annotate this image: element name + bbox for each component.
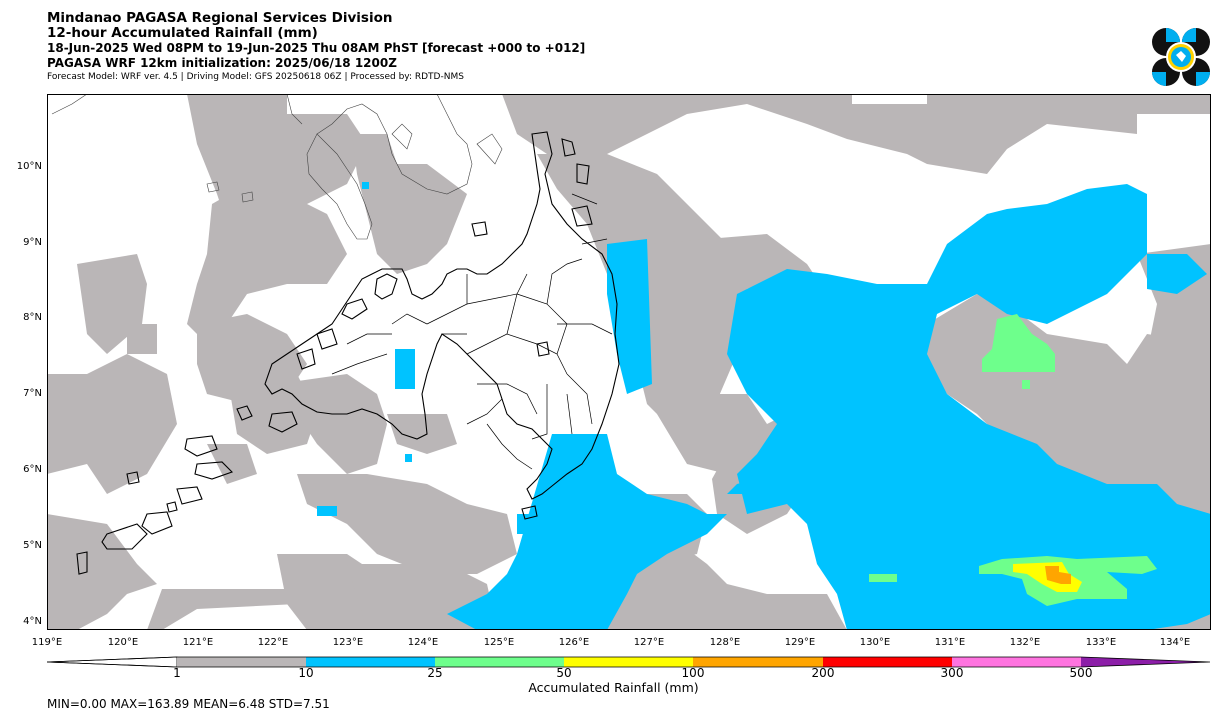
colorbar-swatch-25-50 — [435, 657, 564, 667]
lon-label-123e: 123°E — [332, 637, 364, 648]
colorbar-tick-25: 25 — [427, 666, 443, 680]
map-header: Mindanao PAGASA Regional Services Divisi… — [47, 11, 585, 83]
rainfall-colorbar — [47, 656, 1211, 668]
colorbar-title: Accumulated Rainfall (mm) — [528, 680, 699, 695]
lon-label-125e: 125°E — [483, 637, 515, 648]
valid-period: 18-Jun-2025 Wed 08PM to 19-Jun-2025 Thu … — [47, 41, 586, 55]
lon-label-126e: 126°E — [558, 637, 590, 648]
lat-label-5n: 5°N — [23, 540, 42, 551]
lon-label-130e: 130°E — [859, 637, 891, 648]
colorbar-high-extension — [1081, 657, 1210, 667]
lon-label-120e: 120°E — [107, 637, 139, 648]
colorbar-tick-500: 500 — [1069, 666, 1093, 680]
rainfall-map — [47, 94, 1211, 630]
pagasa-logo-icon — [1152, 28, 1210, 86]
rain-100-200mm-area — [1045, 566, 1071, 584]
lon-label-121e: 121°E — [182, 637, 214, 648]
lon-label-124e: 124°E — [407, 637, 439, 648]
colorbar-swatch-10-25 — [306, 657, 435, 667]
agency-title: Mindanao PAGASA Regional Services Divisi… — [47, 10, 393, 26]
colorbar-tick-100: 100 — [681, 666, 705, 680]
product-title: 12-hour Accumulated Rainfall (mm) — [47, 25, 318, 41]
colorbar-tick-50: 50 — [556, 666, 572, 680]
lat-label-8n: 8°N — [23, 312, 42, 323]
lat-label-10n: 10°N — [16, 161, 42, 172]
lon-label-129e: 129°E — [784, 637, 816, 648]
lat-label-6n: 6°N — [23, 464, 42, 475]
lat-label-4n: 4°N — [23, 616, 42, 627]
lat-label-9n: 9°N — [23, 237, 42, 248]
colorbar-tick-10: 10 — [298, 666, 314, 680]
initialization-time: PAGASA WRF 12km initialization: 2025/06/… — [47, 56, 397, 70]
lon-label-134e: 134°E — [1159, 637, 1191, 648]
rainfall-map-canvas — [47, 94, 1210, 629]
visayas-coastline — [51, 94, 503, 240]
province-boundaries — [331, 193, 613, 470]
colorbar-swatch-1-10 — [177, 657, 306, 667]
model-info: Forecast Model: WRF ver. 4.5 | Driving M… — [47, 72, 464, 82]
lon-label-132e: 132°E — [1009, 637, 1041, 648]
colorbar-swatch-50-100 — [564, 657, 693, 667]
lon-label-131e: 131°E — [934, 637, 966, 648]
lon-label-128e: 128°E — [709, 637, 741, 648]
colorbar-swatch-100-200 — [693, 657, 823, 667]
colorbar-swatch-300-500 — [952, 657, 1081, 667]
lat-label-7n: 7°N — [23, 388, 42, 399]
statistics-summary: MIN=0.00 MAX=163.89 MEAN=6.48 STD=7.51 — [47, 697, 330, 711]
colorbar-tick-200: 200 — [811, 666, 835, 680]
mindanao-coastline — [76, 131, 620, 575]
colorbar-tick-300: 300 — [940, 666, 964, 680]
lon-label-119e: 119°E — [31, 637, 63, 648]
lon-label-133e: 133°E — [1085, 637, 1117, 648]
lon-label-127e: 127°E — [633, 637, 665, 648]
colorbar-tick-1: 1 — [173, 666, 181, 680]
lon-label-122e: 122°E — [257, 637, 289, 648]
colorbar-swatch-200-300 — [823, 657, 952, 667]
